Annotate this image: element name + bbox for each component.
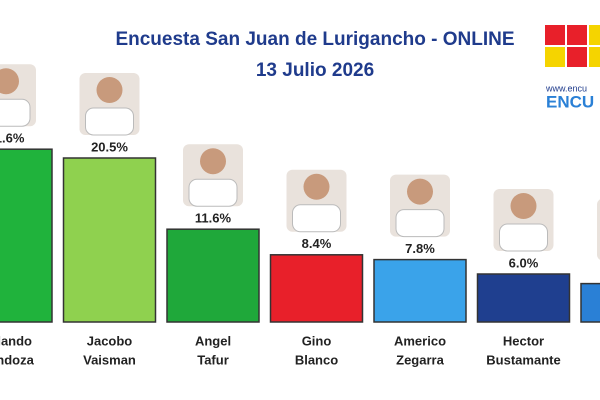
photo (597, 199, 600, 260)
x-tick-label: Mendoza (0, 352, 35, 367)
bar (0, 148, 53, 323)
photo-body (85, 107, 134, 136)
photo-head (96, 77, 123, 103)
value-label: 11.6% (195, 211, 232, 226)
chart-title: Encuesta San Juan de Lurigancho - ONLINE (115, 29, 514, 50)
brand-url: www.encu (545, 83, 587, 93)
candidate-photos (0, 64, 600, 260)
logo-square (589, 25, 600, 45)
bar (373, 258, 467, 323)
logo-square (567, 25, 587, 45)
photo-head (303, 173, 330, 200)
logo-square (589, 47, 600, 67)
brand-name: ENCU (546, 92, 594, 111)
photo-head (0, 68, 19, 95)
bar (166, 228, 260, 323)
x-tick-label: Americo (394, 333, 446, 348)
x-tick-label: Blanco (295, 352, 338, 367)
photo-body (499, 223, 548, 252)
bar (269, 254, 364, 323)
x-tick-label: Gino (302, 333, 332, 348)
logo-square (567, 47, 587, 67)
x-tick-label: Tafur (197, 352, 229, 367)
x-tick-label: Vaisman (83, 352, 136, 367)
logo-square (545, 47, 565, 67)
bar (580, 282, 600, 323)
x-tick-label: Bustamante (486, 352, 560, 367)
x-tick-label: Zegarra (396, 352, 444, 367)
bar (62, 157, 157, 323)
x-tick-label: Jacobo (87, 333, 133, 348)
brand-logo: www.encu ENCU (545, 25, 600, 111)
bar (476, 273, 571, 323)
photo-body (292, 204, 341, 233)
photo-body (395, 209, 445, 238)
value-label: 20.5% (91, 139, 128, 154)
value-label: 8.4% (302, 236, 332, 251)
chart-subtitle: 13 Julio 2026 (256, 60, 374, 81)
logo-square (545, 25, 565, 45)
photo-body (0, 98, 31, 127)
photo-head (407, 178, 433, 205)
x-tick-label: Hector (503, 333, 544, 348)
photo-body (188, 178, 238, 207)
photo-head (200, 148, 226, 175)
x-tick-label: Angel (195, 333, 231, 348)
value-label: 7.8% (405, 241, 435, 256)
x-tick-label: Rolando (0, 333, 32, 348)
value-label: 6.0% (509, 255, 539, 270)
value-label: 21.6% (0, 131, 25, 146)
photo-head (510, 193, 537, 219)
